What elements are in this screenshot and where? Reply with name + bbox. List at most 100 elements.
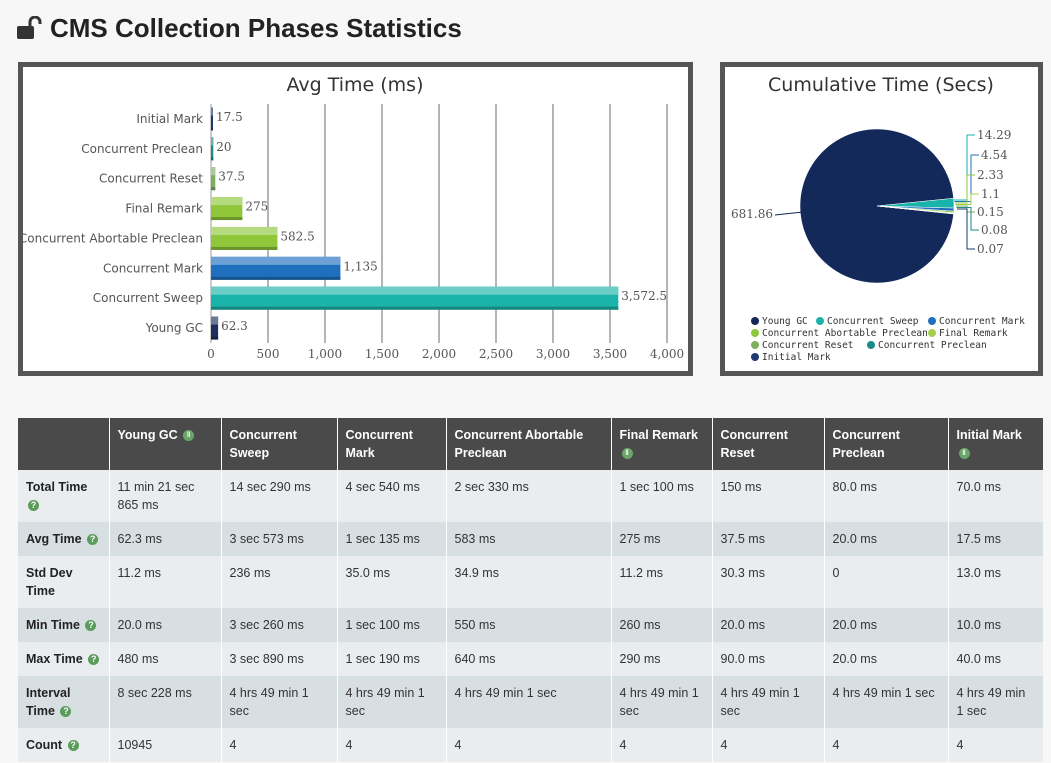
table-cell: 4 xyxy=(948,728,1043,762)
table-row: Max Time ? 480 ms 3 sec 890 ms 1 sec 190 ms… xyxy=(18,642,1043,676)
svg-text:Concurrent Preclean: Concurrent Preclean xyxy=(878,340,987,351)
help-icon[interactable]: ? xyxy=(88,654,100,666)
bar-chart-title: Avg Time (ms) xyxy=(287,74,424,96)
avg-time-chart-panel: Avg Time (ms) 0 500 1,000 1,500 2,000 2,500 3,0… xyxy=(18,62,693,376)
column-header: Concurrent Abortable Preclean xyxy=(446,418,612,470)
column-header: Final Remark ‖ xyxy=(611,418,713,470)
row-header: Min Time ? xyxy=(18,608,110,642)
table-cell: 80.0 ms xyxy=(824,470,949,522)
legend-item[interactable]: Concurrent Reset xyxy=(751,340,854,351)
row-header: Std Dev Time xyxy=(18,556,110,608)
table-cell: 4 hrs 49 min 1 sec xyxy=(824,676,949,728)
table-cell: 4 hrs 49 min 1 sec xyxy=(948,676,1043,728)
row-header: Total Time ? xyxy=(18,470,110,522)
table-cell: 4 xyxy=(221,728,338,762)
bar-value-label: 3,572.5 xyxy=(621,289,667,303)
table-header-row: Young GC ‖ Concurrent Sweep Concurrent Mar… xyxy=(18,418,1043,470)
bar-value-label: 1,135 xyxy=(343,259,377,273)
bar[interactable] xyxy=(211,316,219,340)
pie-chart-title: Cumulative Time (Secs) xyxy=(768,74,994,96)
row-header: Max Time ? xyxy=(18,642,110,676)
table-cell: 4 xyxy=(824,728,949,762)
table-cell: 20.0 ms xyxy=(109,608,222,642)
svg-text:Young GC: Young GC xyxy=(762,316,808,327)
bar-value-label: 20 xyxy=(216,140,231,154)
table-cell: 640 ms xyxy=(446,642,612,676)
bar[interactable] xyxy=(211,107,213,131)
y-category-label: Concurrent Sweep xyxy=(93,291,203,305)
svg-text:Final Remark: Final Remark xyxy=(939,328,1008,339)
table-cell: 13.0 ms xyxy=(948,556,1043,608)
help-icon[interactable]: ? xyxy=(67,740,79,752)
table-cell: 34.9 ms xyxy=(446,556,612,608)
bar[interactable] xyxy=(211,137,214,161)
svg-text:Concurrent Reset: Concurrent Reset xyxy=(762,340,854,351)
pie-value-label: 0.15 xyxy=(977,205,1004,219)
help-icon[interactable]: ? xyxy=(28,500,39,512)
svg-text:Concurrent Sweep: Concurrent Sweep xyxy=(827,316,919,327)
y-category-label: Concurrent Abortable Preclean xyxy=(23,231,203,245)
bar[interactable] xyxy=(211,256,341,280)
table-cell: 14 sec 290 ms xyxy=(221,470,338,522)
help-icon[interactable]: ? xyxy=(85,620,97,632)
pie-slice[interactable] xyxy=(876,205,954,215)
table-row: Min Time ? 20.0 ms 3 sec 260 ms 1 sec 100 m… xyxy=(18,608,1043,642)
column-header: Concurrent Preclean xyxy=(824,418,949,470)
table-cell: 90.0 ms xyxy=(712,642,825,676)
legend-item[interactable]: Young GC xyxy=(751,316,808,327)
table-cell: 3 sec 260 ms xyxy=(221,608,338,642)
pie-leader-line xyxy=(956,207,979,231)
page-title: CMS Collection Phases Statistics xyxy=(50,12,462,43)
legend-item[interactable]: Final Remark xyxy=(928,328,1008,339)
help-icon[interactable]: ‖ xyxy=(621,448,633,460)
table-cell: 4 hrs 49 min 1 sec xyxy=(446,676,612,728)
pie-slice[interactable] xyxy=(799,128,954,284)
table-cell: 480 ms xyxy=(109,642,222,676)
table-cell: 1 sec 190 ms xyxy=(337,642,447,676)
table-cell: 583 ms xyxy=(446,522,612,556)
table-cell: 20.0 ms xyxy=(824,608,949,642)
table-cell: 550 ms xyxy=(446,608,612,642)
bar[interactable] xyxy=(211,197,243,221)
bar[interactable] xyxy=(211,286,619,310)
table-row: Avg Time ? 62.3 ms 3 sec 573 ms 1 sec 135 m… xyxy=(18,522,1043,556)
page-header: CMS Collection Phases Statistics xyxy=(16,10,462,46)
header-corner xyxy=(18,418,110,470)
x-tick-label: 0 xyxy=(207,347,215,361)
pie-leader-line xyxy=(954,154,979,202)
table-cell: 2 sec 330 ms xyxy=(446,470,612,522)
table-cell: 236 ms xyxy=(221,556,338,608)
help-icon[interactable]: ‖ xyxy=(183,430,195,442)
table-cell: 8 sec 228 ms xyxy=(109,676,222,728)
y-category-label: Initial Mark xyxy=(136,112,203,126)
table-cell: 1 sec 100 ms xyxy=(337,608,447,642)
pie-value-label: 1.1 xyxy=(981,187,1000,201)
legend-item[interactable]: Concurrent Mark xyxy=(928,316,1025,327)
table-cell: 35.0 ms xyxy=(337,556,447,608)
table-cell: 11 min 21 sec 865 ms xyxy=(109,470,222,522)
pie-value-label: 681.86 xyxy=(731,207,773,221)
bar[interactable] xyxy=(211,226,278,250)
table-cell: 1 sec 135 ms xyxy=(337,522,447,556)
legend-item[interactable]: Concurrent Sweep xyxy=(816,316,919,327)
help-icon[interactable]: ‖ xyxy=(958,448,970,460)
legend-item[interactable]: Concurrent Preclean xyxy=(867,340,987,351)
table-cell: 20.0 ms xyxy=(824,642,949,676)
table-cell: 0 xyxy=(824,556,949,608)
x-tick-label: 1,000 xyxy=(308,347,342,361)
table-cell: 4 xyxy=(446,728,612,762)
table-cell: 3 sec 890 ms xyxy=(221,642,338,676)
legend-item[interactable]: Initial Mark xyxy=(751,352,831,363)
table-cell: 4 hrs 49 min 1 sec xyxy=(337,676,447,728)
column-header: Initial Mark ‖ xyxy=(948,418,1043,470)
table-cell: 11.2 ms xyxy=(611,556,713,608)
table-cell: 20.0 ms xyxy=(824,522,949,556)
help-icon[interactable]: ? xyxy=(60,706,72,718)
help-icon[interactable]: ? xyxy=(87,534,99,546)
legend-item[interactable]: Concurrent Abortable Preclean xyxy=(751,328,928,339)
bar[interactable] xyxy=(211,167,216,191)
x-tick-label: 2,000 xyxy=(422,347,456,361)
cumulative-time-pie-chart: Cumulative Time (Secs) 681.86 14.29 4.54 2.3… xyxy=(731,74,1025,363)
y-category-label: Young GC xyxy=(145,321,203,335)
avg-time-bar-chart: Avg Time (ms) 0 500 1,000 1,500 2,000 2,500 3,0… xyxy=(23,74,684,361)
